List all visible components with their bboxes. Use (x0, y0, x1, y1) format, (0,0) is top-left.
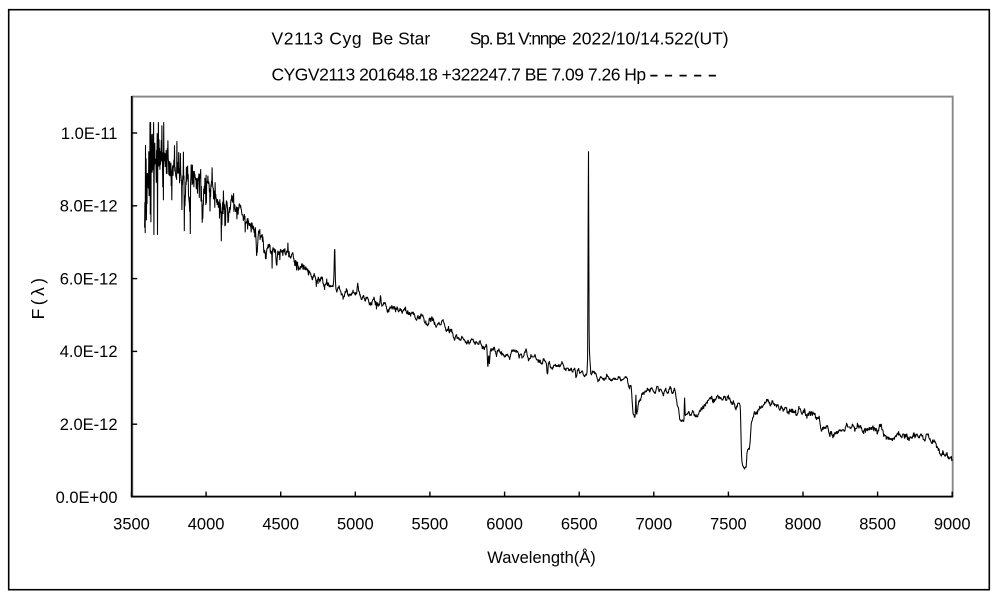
svg-text:6500: 6500 (561, 516, 598, 534)
svg-text:4500: 4500 (262, 516, 299, 534)
svg-text:8.0E-12: 8.0E-12 (60, 198, 118, 216)
svg-text:7000: 7000 (635, 516, 672, 534)
svg-text:6000: 6000 (486, 516, 523, 534)
svg-text:2022/10/14.522(UT): 2022/10/14.522(UT) (572, 28, 729, 48)
svg-text:1.0E-11: 1.0E-11 (61, 125, 118, 143)
svg-text:0.0E+00: 0.0E+00 (56, 489, 118, 507)
svg-text:8500: 8500 (859, 516, 896, 534)
svg-text:4000: 4000 (188, 516, 225, 534)
svg-text:Be Star: Be Star (372, 28, 431, 48)
svg-text:CYGV2113 201648.18 +322247.7 B: CYGV2113 201648.18 +322247.7 BE 7.09 7.2… (272, 65, 646, 85)
svg-text:9000: 9000 (934, 516, 971, 534)
svg-text:8000: 8000 (785, 516, 822, 534)
svg-text:5000: 5000 (337, 516, 374, 534)
svg-text:2.0E-12: 2.0E-12 (60, 416, 118, 434)
svg-text:3500: 3500 (113, 516, 150, 534)
svg-text:F(λ): F(λ) (28, 275, 48, 320)
svg-text:4.0E-12: 4.0E-12 (60, 343, 118, 361)
svg-text:V2113 Cyg: V2113 Cyg (272, 28, 363, 48)
svg-text:5500: 5500 (412, 516, 449, 534)
svg-text:6.0E-12: 6.0E-12 (60, 270, 118, 288)
svg-text:Wavelength(Å): Wavelength(Å) (487, 548, 596, 567)
svg-text:7500: 7500 (710, 516, 747, 534)
svg-text:Sp. B1 V:nnpe: Sp. B1 V:nnpe (470, 28, 566, 48)
